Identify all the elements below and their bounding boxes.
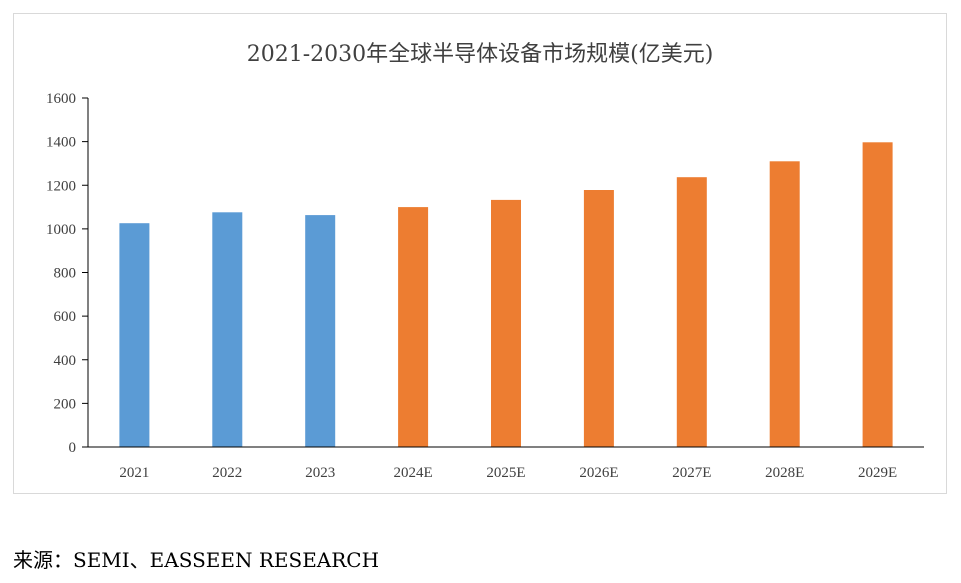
x-tick-label-2027E: 2027E	[672, 465, 711, 481]
x-tick-label-2028E: 2028E	[765, 465, 804, 481]
x-tick-labels: 2021 2022 2023 2024E 2025E 2026E 2027E 2028E 202…	[119, 465, 897, 481]
bar-2029E	[862, 142, 893, 448]
y-tick-label-600: 600	[54, 309, 77, 325]
y-tick-label-200: 200	[54, 396, 77, 412]
bars-group	[119, 142, 893, 448]
bar-2025E	[491, 199, 521, 447]
bar-2027E	[676, 177, 707, 447]
bar-2022	[212, 212, 243, 447]
y-axis: 0 200 400 600 800 1000 1200 1400 1600	[46, 91, 89, 456]
y-tick-label-0: 0	[69, 440, 77, 456]
source-note: 来源：SEMI、EASSEEN RESEARCH	[13, 548, 380, 572]
bar-2024E	[398, 207, 429, 447]
bar-2026E	[583, 190, 614, 447]
y-tick-label-800: 800	[54, 266, 77, 282]
x-tick-label-2025E: 2025E	[486, 465, 525, 481]
y-tick-label-1200: 1200	[46, 178, 76, 194]
bar-chart: 2021-2030年全球半导体设备市场规模(亿美元) 2021 2022 2023 2…	[46, 42, 924, 481]
y-tick-label-1000: 1000	[46, 222, 76, 238]
x-tick-label-2026E: 2026E	[579, 465, 618, 481]
bar-2023	[305, 215, 336, 447]
bar-2021	[119, 223, 150, 447]
x-tick-label-2024E: 2024E	[394, 465, 433, 481]
y-tick-label-1400: 1400	[46, 135, 76, 151]
y-tick-label-400: 400	[54, 353, 77, 369]
chart-title: 2021-2030年全球半导体设备市场规模(亿美元)	[247, 42, 714, 67]
bar-2028E	[769, 161, 800, 448]
x-tick-label-2023: 2023	[305, 465, 335, 481]
x-tick-label-2021: 2021	[119, 465, 149, 481]
x-tick-label-2029E: 2029E	[858, 465, 897, 481]
chart-frame: 2021-2030年全球半导体设备市场规模(亿美元) 2021 2022 2023 2…	[13, 13, 947, 494]
y-tick-label-1600: 1600	[46, 91, 76, 107]
x-tick-label-2022: 2022	[212, 465, 242, 481]
